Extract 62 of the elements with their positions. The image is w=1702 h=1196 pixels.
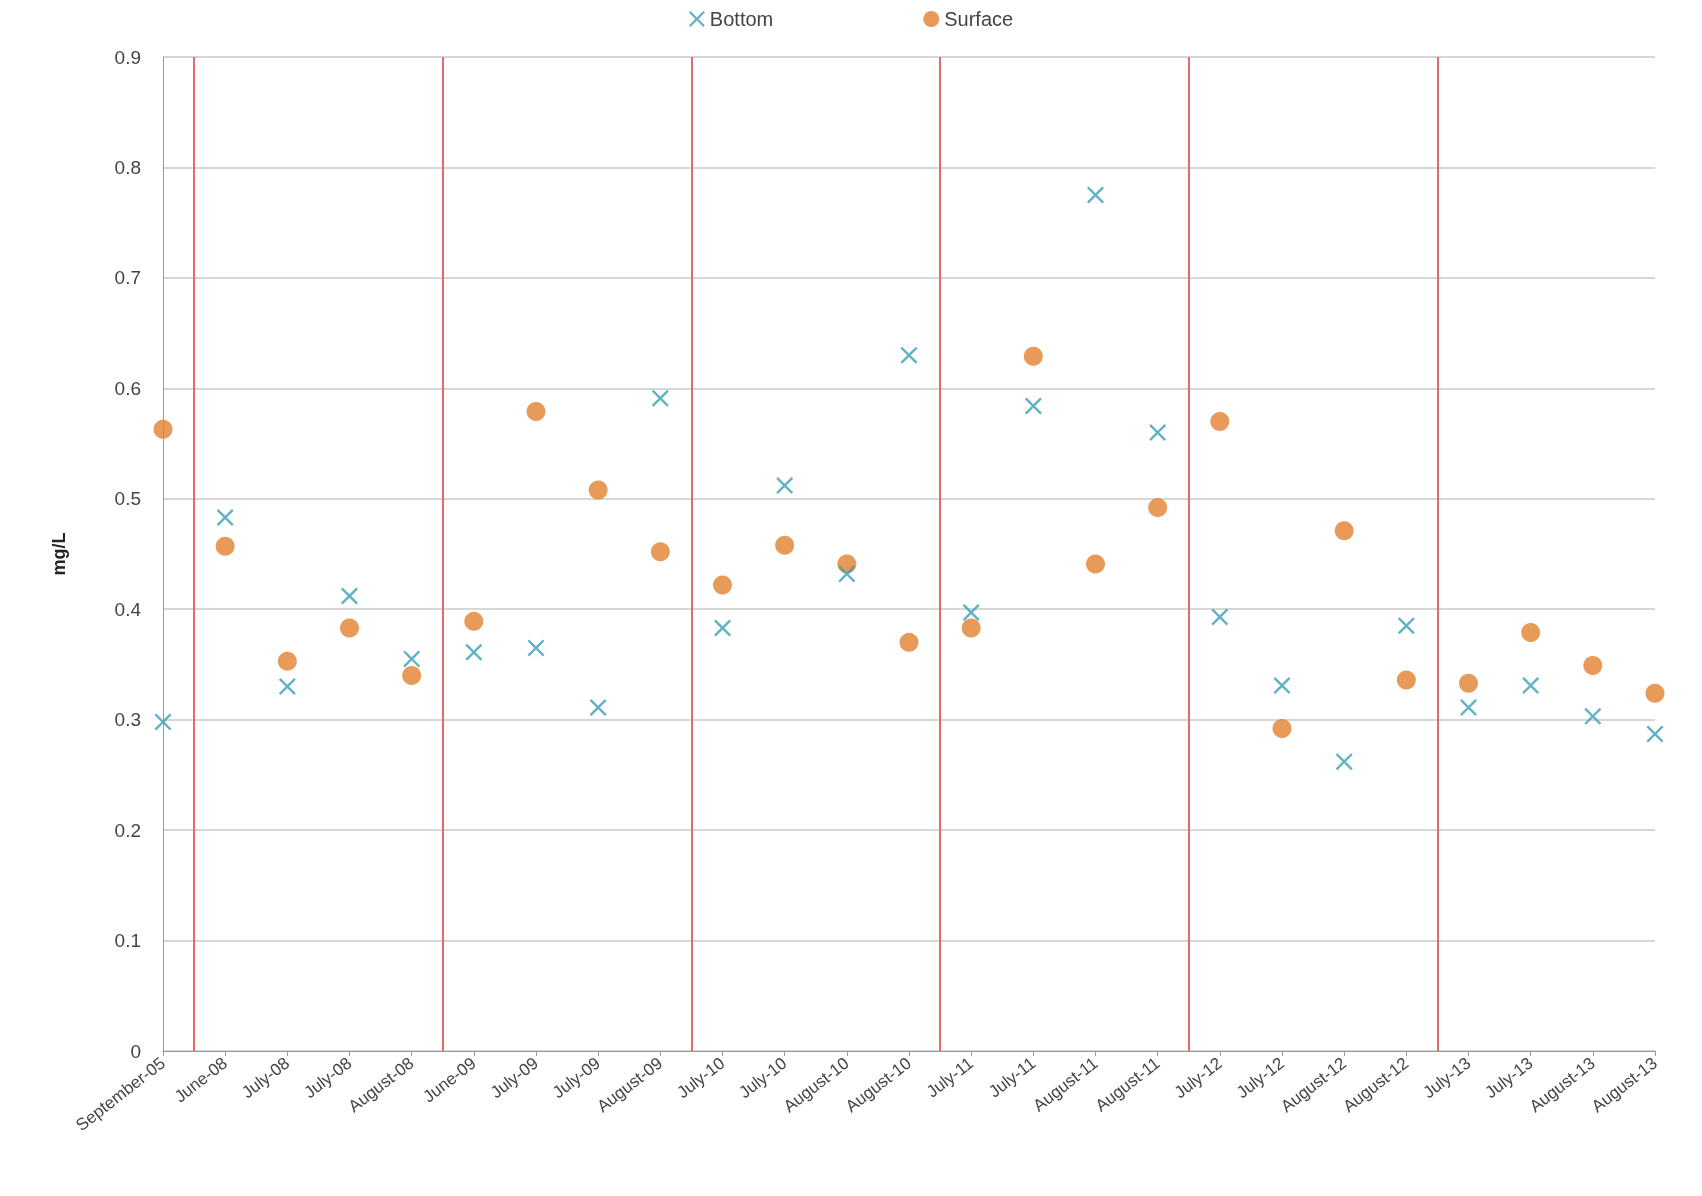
point [775,535,795,555]
point [1211,608,1229,626]
point [1335,753,1353,771]
y-tick-label: 0.4 [114,598,142,620]
point [153,419,173,439]
point [340,618,359,638]
y-tick-label: 0.9 [114,46,141,68]
point [1584,707,1602,725]
point [1086,554,1105,574]
point [215,536,235,556]
point [1397,617,1415,635]
point [1023,346,1043,366]
y-tick-label: 0.2 [114,819,141,841]
legend-label: Surface [944,8,1014,30]
y-tick-label: 0.8 [114,156,141,178]
point [1148,498,1168,518]
point [1334,521,1354,541]
point [526,402,546,422]
point [961,618,981,638]
y-tick-label: 0.1 [114,930,141,952]
point [589,699,607,717]
point [278,678,296,696]
point [1460,699,1477,717]
legend-label: Bottom [709,8,774,30]
point [403,650,421,668]
point [1583,656,1603,676]
point [216,509,234,527]
point [277,651,297,671]
point [838,565,856,583]
point [776,477,794,495]
point [1645,683,1665,703]
point [1087,186,1104,204]
point [465,643,483,661]
y-tick-label: 0.5 [114,488,141,510]
point [1396,670,1416,690]
point [650,542,670,562]
y-tick-label: 0 [130,1040,141,1062]
point [1459,673,1478,693]
point [1273,676,1291,694]
point [1272,719,1292,738]
y-tick-label: 0.6 [114,377,141,399]
point [527,639,545,657]
point [962,604,980,622]
point [714,619,731,637]
point [1522,676,1540,694]
point [900,346,918,364]
point [464,611,484,631]
point [1149,424,1167,442]
point [713,575,732,595]
y-tick-label: 0.3 [114,709,141,731]
y-axis-title: mg/L [49,532,69,576]
point [402,665,422,685]
point [651,389,669,407]
y-tick-label: 0.7 [114,267,141,289]
point [1024,397,1042,415]
point [154,713,172,731]
point [1521,622,1541,642]
point [341,587,358,605]
point [1210,411,1230,431]
point [899,632,919,652]
point [588,480,608,500]
point [1646,725,1664,743]
